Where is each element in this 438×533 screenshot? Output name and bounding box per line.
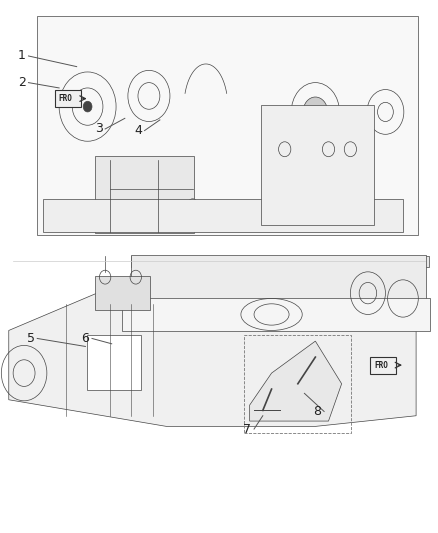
Text: 5: 5 [27, 332, 35, 345]
Text: 3: 3 [95, 123, 102, 135]
FancyBboxPatch shape [370, 357, 396, 374]
Text: 6: 6 [81, 332, 89, 345]
Text: 8: 8 [314, 405, 321, 418]
FancyBboxPatch shape [122, 298, 430, 331]
Text: 2: 2 [18, 76, 26, 89]
FancyBboxPatch shape [87, 335, 141, 390]
Circle shape [83, 101, 92, 112]
Text: 4: 4 [134, 124, 142, 137]
Polygon shape [131, 256, 429, 266]
FancyBboxPatch shape [43, 199, 403, 232]
FancyBboxPatch shape [95, 156, 194, 233]
Text: FRO: FRO [59, 94, 73, 103]
FancyBboxPatch shape [261, 105, 374, 225]
Text: FRO: FRO [374, 361, 388, 369]
Text: 7: 7 [244, 423, 251, 435]
Circle shape [303, 97, 328, 127]
Text: 1: 1 [18, 50, 26, 62]
FancyBboxPatch shape [55, 90, 81, 107]
Polygon shape [250, 341, 342, 421]
FancyBboxPatch shape [131, 255, 426, 310]
Polygon shape [9, 272, 416, 426]
FancyBboxPatch shape [37, 16, 418, 235]
FancyBboxPatch shape [95, 276, 150, 310]
